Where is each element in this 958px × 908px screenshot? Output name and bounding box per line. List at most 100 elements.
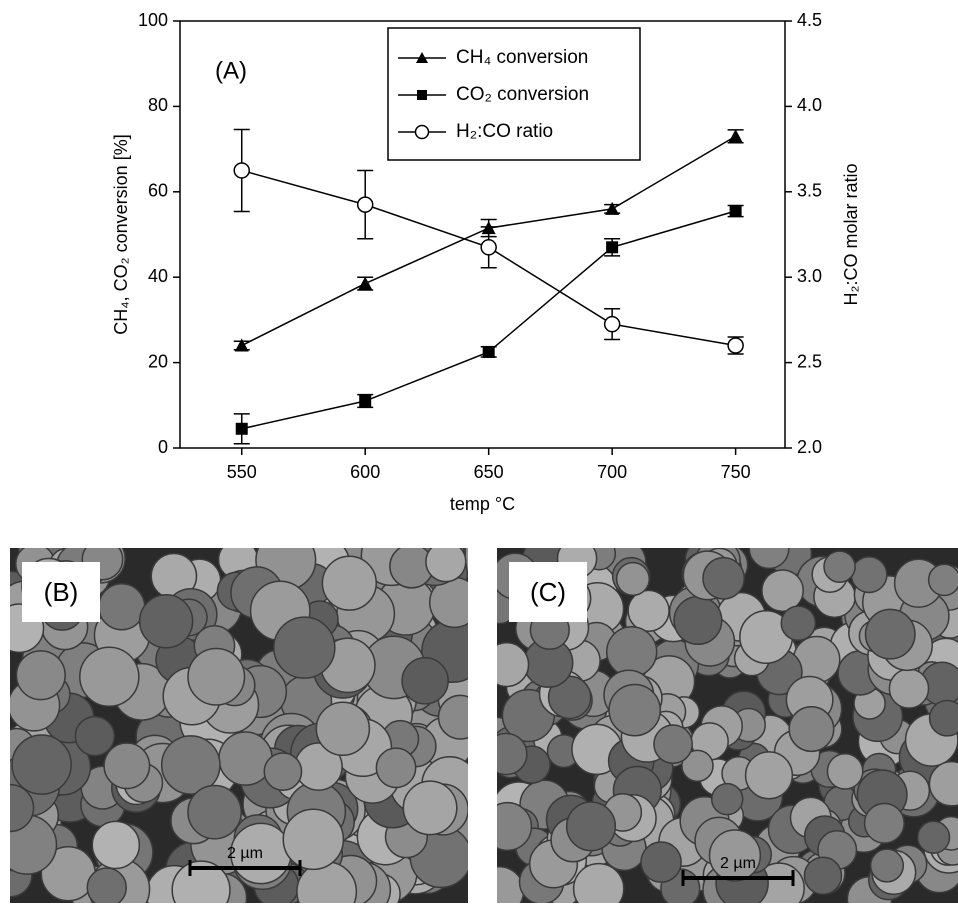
particle xyxy=(138,594,194,649)
sem-image-c xyxy=(497,548,958,903)
y2-tick-label: 3.5 xyxy=(797,181,822,201)
particle xyxy=(916,820,951,854)
y-axis-label: CH₄, CO₂ conversion [%] xyxy=(111,134,131,334)
particle xyxy=(437,694,468,740)
particle xyxy=(615,561,651,597)
marker xyxy=(728,129,743,143)
particle xyxy=(888,668,930,709)
y2-axis-label: H₂:CO molar ratio xyxy=(841,163,861,305)
marker xyxy=(603,315,621,333)
particle xyxy=(826,752,864,790)
particle xyxy=(928,760,958,807)
particle xyxy=(640,841,682,883)
x-axis-label: temp °C xyxy=(450,494,515,514)
particle xyxy=(702,556,745,600)
particle xyxy=(928,699,958,737)
particle xyxy=(425,548,467,583)
particle xyxy=(710,782,744,816)
particle xyxy=(547,675,592,720)
scale-bar-label: 2 µm xyxy=(227,845,263,862)
marker xyxy=(729,205,742,218)
y2-tick-label: 4.5 xyxy=(797,10,822,30)
particle xyxy=(401,657,449,705)
panel-label: (C) xyxy=(530,577,566,607)
marker xyxy=(727,337,744,354)
particle xyxy=(927,563,958,597)
legend-label: H₂:CO ratio xyxy=(456,121,553,142)
scale-bar-label: 2 µm xyxy=(720,855,756,872)
legend-label: CH₄ conversion xyxy=(456,47,588,68)
particle xyxy=(263,752,303,792)
panel-label: (B) xyxy=(44,577,79,607)
particle xyxy=(653,724,693,765)
y-tick-label: 40 xyxy=(148,266,168,286)
label-box xyxy=(22,562,100,622)
label-box xyxy=(509,562,587,622)
marker xyxy=(356,196,374,213)
particle xyxy=(788,706,835,753)
marker xyxy=(358,276,373,290)
particle xyxy=(761,569,805,613)
y-tick-label: 80 xyxy=(148,95,168,115)
particle xyxy=(91,820,141,870)
particle xyxy=(608,683,662,737)
x-tick-label: 700 xyxy=(597,462,627,482)
particle xyxy=(86,867,127,903)
legend-marker xyxy=(417,90,427,100)
y2-tick-label: 2.5 xyxy=(797,351,822,371)
particle xyxy=(572,862,625,903)
y2-tick-label: 4.0 xyxy=(797,95,822,115)
marker xyxy=(233,162,250,179)
y-tick-label: 100 xyxy=(138,10,168,30)
particle xyxy=(748,548,790,570)
legend-marker xyxy=(414,124,430,140)
marker xyxy=(359,395,372,408)
particle xyxy=(10,783,35,833)
particle xyxy=(497,801,533,852)
particle xyxy=(321,555,378,611)
particle xyxy=(565,801,617,852)
particle xyxy=(864,608,916,660)
legend-marker xyxy=(416,52,428,63)
plot-frame xyxy=(179,20,786,449)
y-tick-label: 20 xyxy=(148,351,168,371)
particle xyxy=(282,808,345,871)
particle xyxy=(74,715,116,757)
particle xyxy=(863,802,905,844)
particle xyxy=(627,589,670,633)
legend-box xyxy=(387,27,641,161)
particle xyxy=(218,731,273,786)
particle xyxy=(187,784,242,840)
particle xyxy=(98,583,146,631)
y2-tick-label: 2.0 xyxy=(797,437,822,457)
particle xyxy=(744,751,794,800)
marker xyxy=(605,201,620,215)
marker xyxy=(234,338,249,352)
marker xyxy=(480,239,497,256)
particle xyxy=(850,556,888,594)
particle xyxy=(15,650,66,701)
particle xyxy=(375,747,417,789)
particle xyxy=(187,647,246,706)
particle xyxy=(708,829,762,882)
particle xyxy=(315,701,371,757)
y-tick-label: 0 xyxy=(158,437,168,457)
annotation: (A) xyxy=(215,57,247,84)
x-tick-label: 650 xyxy=(474,462,504,482)
particle xyxy=(780,605,817,642)
particle xyxy=(11,734,72,795)
particle xyxy=(803,856,843,896)
particle xyxy=(497,641,530,688)
legend-label: CO₂ conversion xyxy=(456,84,589,105)
particle xyxy=(823,550,856,583)
particle xyxy=(79,646,140,708)
marker xyxy=(482,345,495,358)
particle xyxy=(273,616,336,679)
particle xyxy=(402,780,458,836)
particle xyxy=(605,626,658,678)
particle xyxy=(673,595,723,646)
y2-tick-label: 3.0 xyxy=(797,266,822,286)
x-tick-label: 600 xyxy=(350,462,380,482)
x-tick-label: 550 xyxy=(227,462,257,482)
